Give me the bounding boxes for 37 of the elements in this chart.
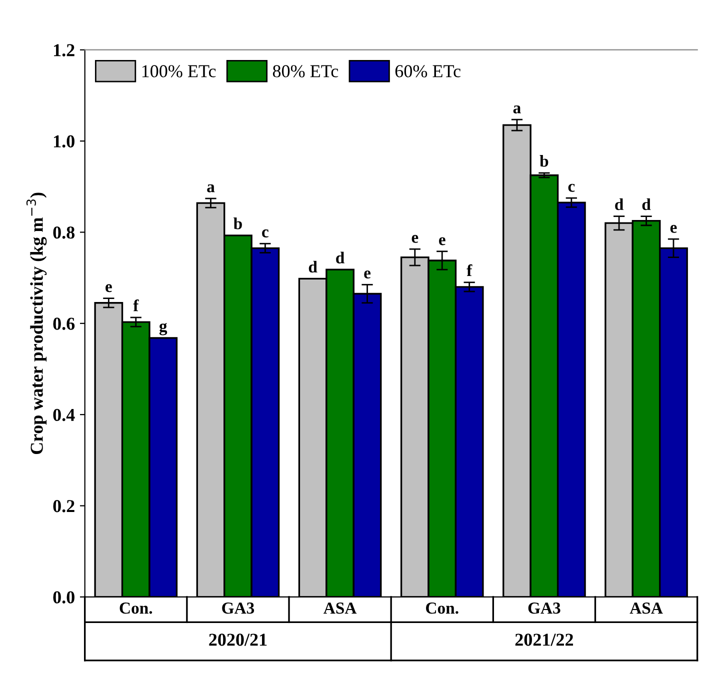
legend-label: 100% ETc — [142, 65, 216, 78]
data-label: e — [438, 237, 446, 246]
x-tick-label: GA3 — [222, 602, 254, 614]
y-tick-label: 0.6 — [53, 318, 75, 330]
x-tick-label: Con. — [120, 602, 152, 614]
y-tick-label: 0.4 — [53, 408, 75, 422]
legend-label: 80% ETc — [272, 65, 338, 78]
x-tick-label: GA3 — [528, 602, 560, 614]
data-label: b — [540, 155, 548, 167]
data-label: b — [234, 218, 242, 230]
legend-label: 60% ETc — [395, 65, 460, 78]
x-tick-label: Con. — [426, 602, 458, 614]
x-tick-label: ASA — [324, 602, 357, 614]
data-label: d — [336, 252, 344, 264]
data-label: a — [207, 184, 215, 192]
data-label: d — [615, 198, 624, 210]
y-tick-label: 1.0 — [54, 135, 74, 148]
data-label: a — [513, 105, 521, 114]
data-label: e — [412, 234, 418, 243]
data-label: e — [106, 284, 112, 292]
y-tick-label: 0.2 — [53, 500, 74, 512]
data-label: c — [262, 229, 268, 238]
data-label: f — [133, 299, 139, 312]
x-tick-label: ASA — [630, 602, 663, 614]
y-tick-label: 1.2 — [54, 44, 74, 56]
text: 2021/22 — [515, 634, 574, 646]
y-tick-label: 0.8 — [53, 226, 75, 239]
text: 2020/21 — [209, 634, 267, 646]
data-label: f — [466, 264, 472, 276]
data-label: d — [308, 260, 318, 273]
y-axis-title: Crop water productivity (kg m$^{−3}$) — [26, 192, 47, 454]
data-label: g — [159, 322, 168, 336]
data-label: c — [568, 184, 575, 192]
data-label: e — [670, 224, 677, 233]
y-tick-label: 0.0 — [53, 591, 74, 604]
data-label: e — [364, 270, 371, 278]
data-label: d — [642, 198, 651, 210]
